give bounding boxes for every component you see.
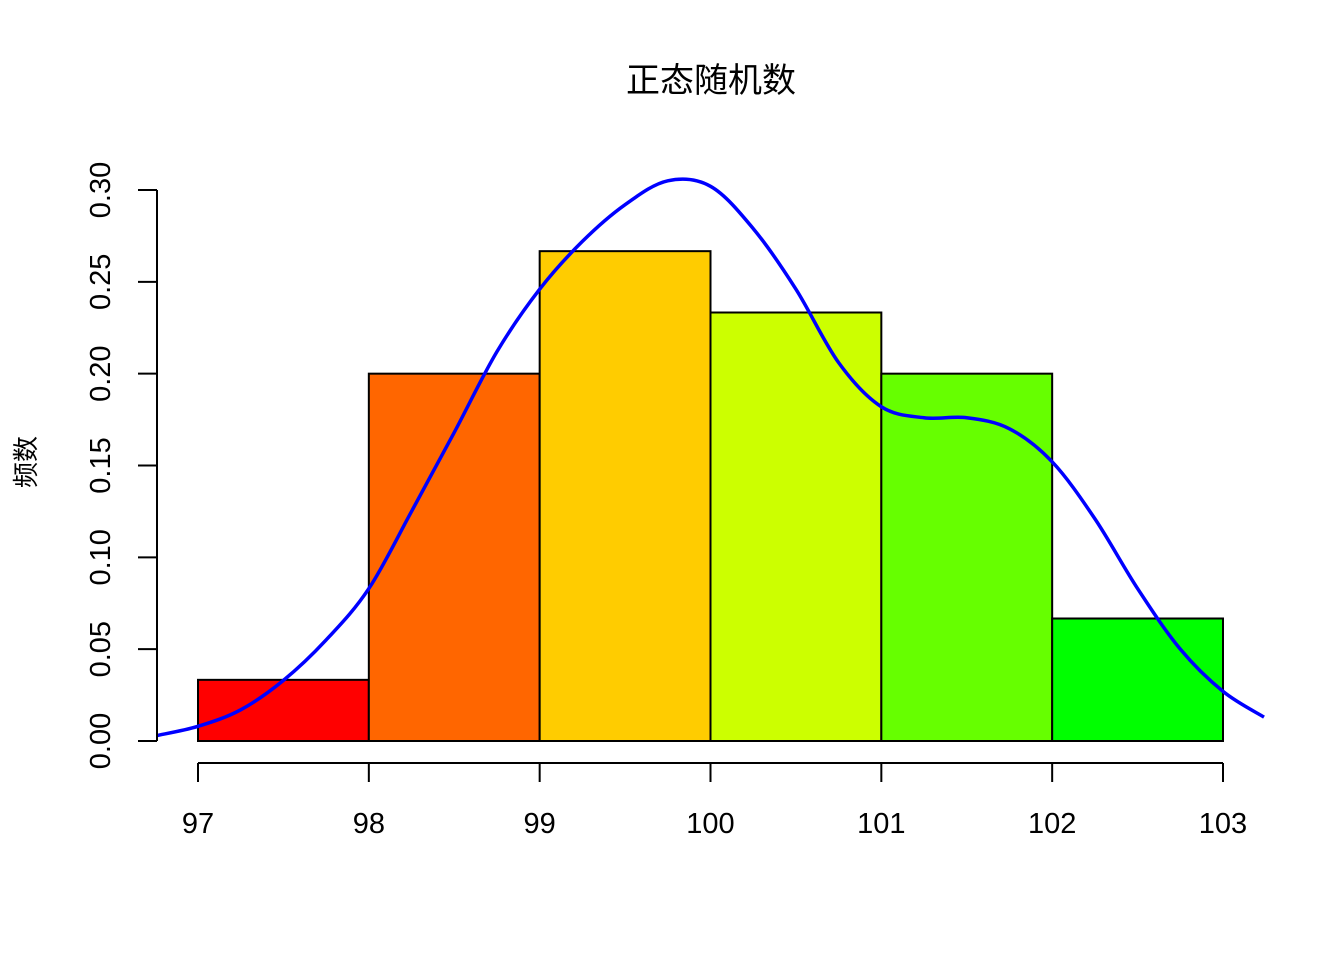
histogram-bar-101-102 [880,372,1054,742]
bars-group [197,250,1224,742]
x-tick-label: 103 [1199,808,1247,840]
y-tick-label: 0.25 [85,254,117,310]
x-tick-label: 100 [686,808,734,840]
histogram-bar-100-101 [709,311,883,742]
y-tick-label: 0.10 [85,529,117,585]
histogram-bar-97-98 [197,678,370,742]
density-line-group [156,177,1265,738]
histogram-bar-102-103 [1051,617,1224,742]
y-tick-label: 0.30 [85,162,117,218]
y-tick-label: 0.05 [85,621,117,677]
chart-title: 正态随机数 [626,61,796,101]
density-curve [156,177,1265,738]
x-tick-label: 102 [1028,808,1076,840]
y-axis: 0.00 0.05 0.10 0.15 0.20 0.25 0.30 [85,162,158,769]
y-axis-label: 频数 [12,436,42,488]
y-tick-label: 0.15 [85,437,117,493]
x-tick-label: 101 [857,808,905,840]
histogram-bar-99-100 [538,250,712,742]
x-axis: 97 98 99 100 101 102 103 [182,762,1247,840]
y-tick-label: 0.00 [85,713,117,769]
y-tick-label: 0.20 [85,345,117,401]
x-tick-label: 98 [353,808,385,840]
x-tick-label: 99 [524,808,556,840]
x-tick-label: 97 [182,808,214,840]
